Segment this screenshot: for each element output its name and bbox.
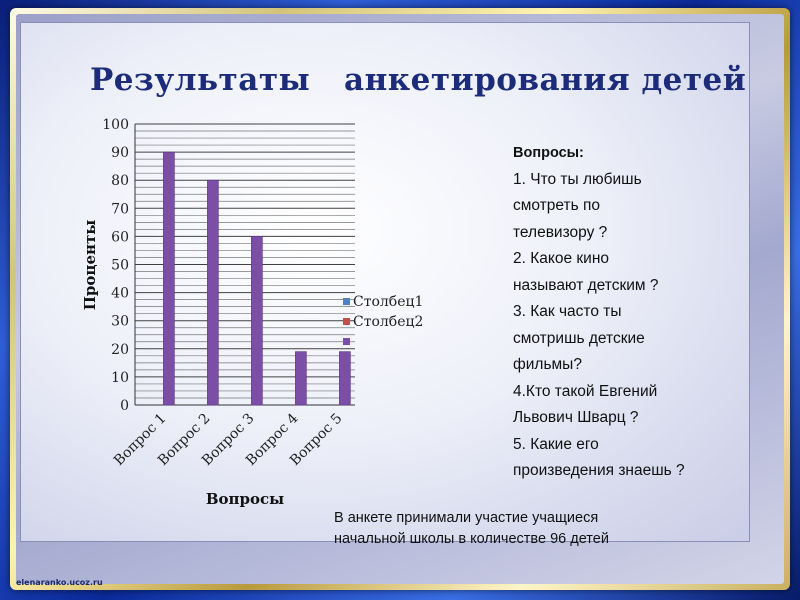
y-tick-label: 30 xyxy=(111,314,129,330)
legend-swatch xyxy=(343,318,350,325)
y-tick-label: 10 xyxy=(111,370,129,386)
footnote-line-2: начальной школы в количестве 96 детей xyxy=(334,531,609,547)
question-line: 4.Кто такой Евгений xyxy=(513,382,658,400)
site-watermark: elenaranko.ucoz.ru xyxy=(16,578,103,587)
bar xyxy=(163,151,175,406)
y-tick-label: 50 xyxy=(111,258,129,274)
bar xyxy=(207,179,219,406)
y-tick-label: 0 xyxy=(120,398,129,414)
bar xyxy=(251,236,263,406)
bar xyxy=(339,351,351,406)
y-tick-label: 40 xyxy=(111,286,129,302)
questions-text-box: Вопросы: 1. Что ты любишь смотреть по теле… xyxy=(513,140,753,485)
questions-list: 1. Что ты любишь смотреть по телевизору ? 2… xyxy=(513,167,753,485)
question-line: 1. Что ты любишь xyxy=(513,170,642,188)
legend-label: Столбец2 xyxy=(353,314,423,330)
y-tick-label: 20 xyxy=(111,342,129,358)
question-line: фильмы? xyxy=(513,356,582,373)
legend-swatch xyxy=(343,298,350,305)
question-line: Львович Шварц ? xyxy=(513,409,639,426)
slide-panel xyxy=(20,22,750,542)
question-line: 3. Как часто ты xyxy=(513,303,622,320)
question-line: произведения знаешь ? xyxy=(513,462,685,479)
y-tick-label: 70 xyxy=(111,201,129,217)
y-tick-label: 90 xyxy=(111,145,129,161)
question-line: 5. Какие его xyxy=(513,435,599,453)
question-line: смотреть по xyxy=(513,197,601,214)
chart-legend: Столбец1 Столбец2 xyxy=(343,294,423,345)
y-axis-label: Проценты xyxy=(81,220,99,311)
legend-label: Столбец1 xyxy=(353,294,423,310)
y-tick-labels: 0 10 20 30 40 50 60 70 80 90 100 xyxy=(102,117,129,414)
bar xyxy=(295,351,307,406)
y-tick-label: 100 xyxy=(102,117,129,133)
footnote-line-1: В анкете принимали участие учащиеся xyxy=(334,510,599,526)
y-tick-label: 60 xyxy=(111,229,129,245)
y-tick-label: 80 xyxy=(111,173,129,189)
question-line: смотришь детские xyxy=(513,329,645,347)
question-line: называют детским ? xyxy=(513,276,659,294)
chart-bars xyxy=(163,151,351,406)
survey-footnote: В анкете принимали участие учащиеся нача… xyxy=(334,508,714,550)
question-line: 2. Какое кино xyxy=(513,250,610,267)
questions-heading: Вопросы: xyxy=(513,145,584,161)
x-axis-label: Вопросы xyxy=(206,490,284,508)
question-line: телевизору ? xyxy=(513,223,608,241)
slide-title: Результаты анкетирования детей xyxy=(90,62,747,98)
legend-swatch xyxy=(343,338,350,345)
